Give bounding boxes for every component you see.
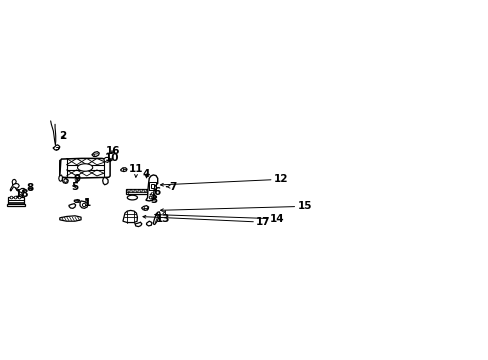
- Text: 13: 13: [155, 211, 170, 224]
- Polygon shape: [145, 175, 158, 201]
- Text: 14: 14: [155, 213, 285, 224]
- Text: 8: 8: [27, 183, 34, 193]
- Polygon shape: [92, 152, 99, 156]
- Polygon shape: [7, 197, 25, 206]
- Text: 7: 7: [166, 182, 176, 192]
- Polygon shape: [60, 216, 81, 221]
- Circle shape: [64, 179, 67, 183]
- Polygon shape: [53, 145, 60, 150]
- Circle shape: [140, 190, 142, 192]
- Polygon shape: [146, 221, 152, 226]
- Text: 15: 15: [160, 201, 311, 212]
- Circle shape: [136, 190, 138, 192]
- Polygon shape: [135, 222, 142, 226]
- Ellipse shape: [78, 164, 93, 171]
- Text: 12: 12: [160, 174, 287, 186]
- Polygon shape: [149, 194, 155, 200]
- Ellipse shape: [127, 195, 137, 200]
- Text: 1: 1: [84, 198, 91, 208]
- Text: 2: 2: [59, 131, 66, 141]
- Text: 4: 4: [142, 169, 150, 179]
- Circle shape: [144, 190, 146, 192]
- Text: 18: 18: [14, 189, 29, 198]
- Circle shape: [82, 203, 85, 207]
- Polygon shape: [62, 177, 68, 183]
- Polygon shape: [59, 175, 62, 181]
- Polygon shape: [60, 158, 110, 178]
- Polygon shape: [121, 168, 127, 172]
- Polygon shape: [69, 204, 76, 208]
- Polygon shape: [122, 210, 137, 222]
- Text: 10: 10: [104, 153, 119, 163]
- Text: 5: 5: [71, 182, 79, 192]
- Polygon shape: [102, 177, 108, 185]
- Text: 9: 9: [73, 174, 80, 184]
- Text: 3: 3: [150, 195, 158, 205]
- Circle shape: [10, 196, 13, 199]
- Text: 11: 11: [129, 164, 143, 177]
- Circle shape: [149, 196, 152, 199]
- Polygon shape: [74, 199, 80, 202]
- Polygon shape: [142, 206, 148, 210]
- Polygon shape: [80, 201, 88, 208]
- Polygon shape: [126, 189, 148, 194]
- Ellipse shape: [104, 157, 110, 162]
- Circle shape: [127, 190, 130, 192]
- Text: 17: 17: [142, 215, 270, 227]
- Circle shape: [132, 190, 134, 192]
- Circle shape: [18, 196, 21, 199]
- Polygon shape: [153, 212, 160, 225]
- Text: 6: 6: [150, 187, 160, 197]
- Circle shape: [14, 196, 17, 199]
- Text: 16: 16: [106, 146, 120, 156]
- Polygon shape: [151, 184, 154, 188]
